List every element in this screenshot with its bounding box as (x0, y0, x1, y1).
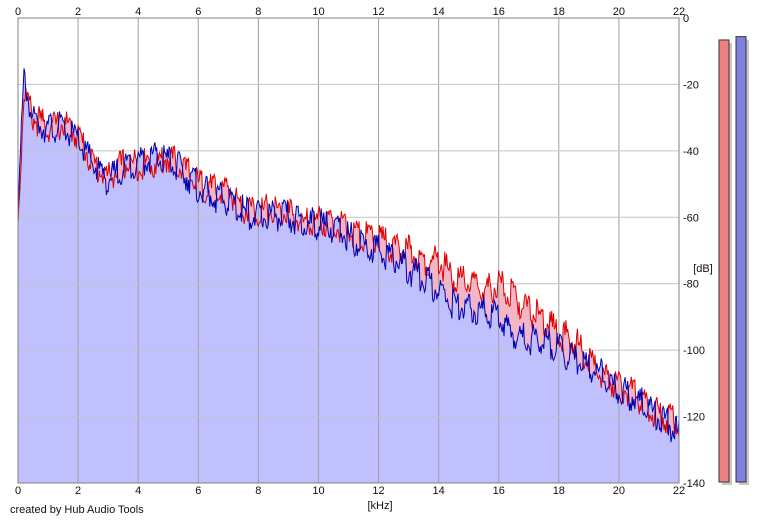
x-tick-label-top: 18 (553, 6, 565, 18)
y-axis-title: [dB] (693, 263, 713, 275)
y-tick-label: -40 (683, 146, 699, 158)
x-tick-label-top: 14 (433, 6, 445, 18)
x-tick-label-bottom: 12 (372, 485, 384, 497)
series-line-right (17, 68, 680, 443)
y-tick-label: -80 (683, 279, 699, 291)
series-layer (17, 68, 680, 443)
x-tick-label-top: 16 (493, 6, 505, 18)
y-tick-label: 0 (683, 13, 689, 25)
plot-border (17, 17, 680, 484)
x-tick-label-top: 8 (255, 6, 261, 18)
x-tick-label-bottom: 22 (673, 485, 685, 497)
x-tick-label-bottom: 0 (15, 485, 21, 497)
tick-labels: 002244668810101212141416161818202022220-… (15, 6, 705, 497)
x-tick-label-bottom: 6 (195, 485, 201, 497)
x-tick-label-top: 20 (613, 6, 625, 18)
x-tick-label-top: 22 (673, 6, 685, 18)
meter-right (735, 36, 747, 483)
y-tick-label: -60 (683, 212, 699, 224)
x-tick-label-top: 0 (15, 6, 21, 18)
x-tick-label-bottom: 14 (433, 485, 445, 497)
y-tick-label: -120 (683, 412, 705, 424)
spectrum-fill-right (18, 68, 679, 484)
spectrum-fill-layer (18, 68, 679, 484)
x-tick-label-bottom: 10 (312, 485, 324, 497)
y-tick-label: -100 (683, 345, 705, 357)
y-tick-label: -20 (683, 79, 699, 91)
x-tick-label-top: 10 (312, 6, 324, 18)
x-tick-label-bottom: 20 (613, 485, 625, 497)
x-tick-label-bottom: 8 (255, 485, 261, 497)
x-tick-label-bottom: 2 (75, 485, 81, 497)
meter-left (718, 39, 730, 483)
x-tick-label-top: 6 (195, 6, 201, 18)
x-tick-label-top: 12 (372, 6, 384, 18)
y-tick-label: -140 (683, 478, 705, 490)
level-meters (718, 36, 749, 486)
x-tick-label-bottom: 18 (553, 485, 565, 497)
x-tick-label-bottom: 16 (493, 485, 505, 497)
x-axis-title: [kHz] (367, 500, 392, 512)
x-tick-label-top: 2 (75, 6, 81, 18)
grid-layer (18, 18, 679, 483)
x-tick-label-bottom: 4 (135, 485, 141, 497)
x-tick-label-top: 4 (135, 6, 141, 18)
credit-text: created by Hub Audio Tools (10, 504, 144, 516)
